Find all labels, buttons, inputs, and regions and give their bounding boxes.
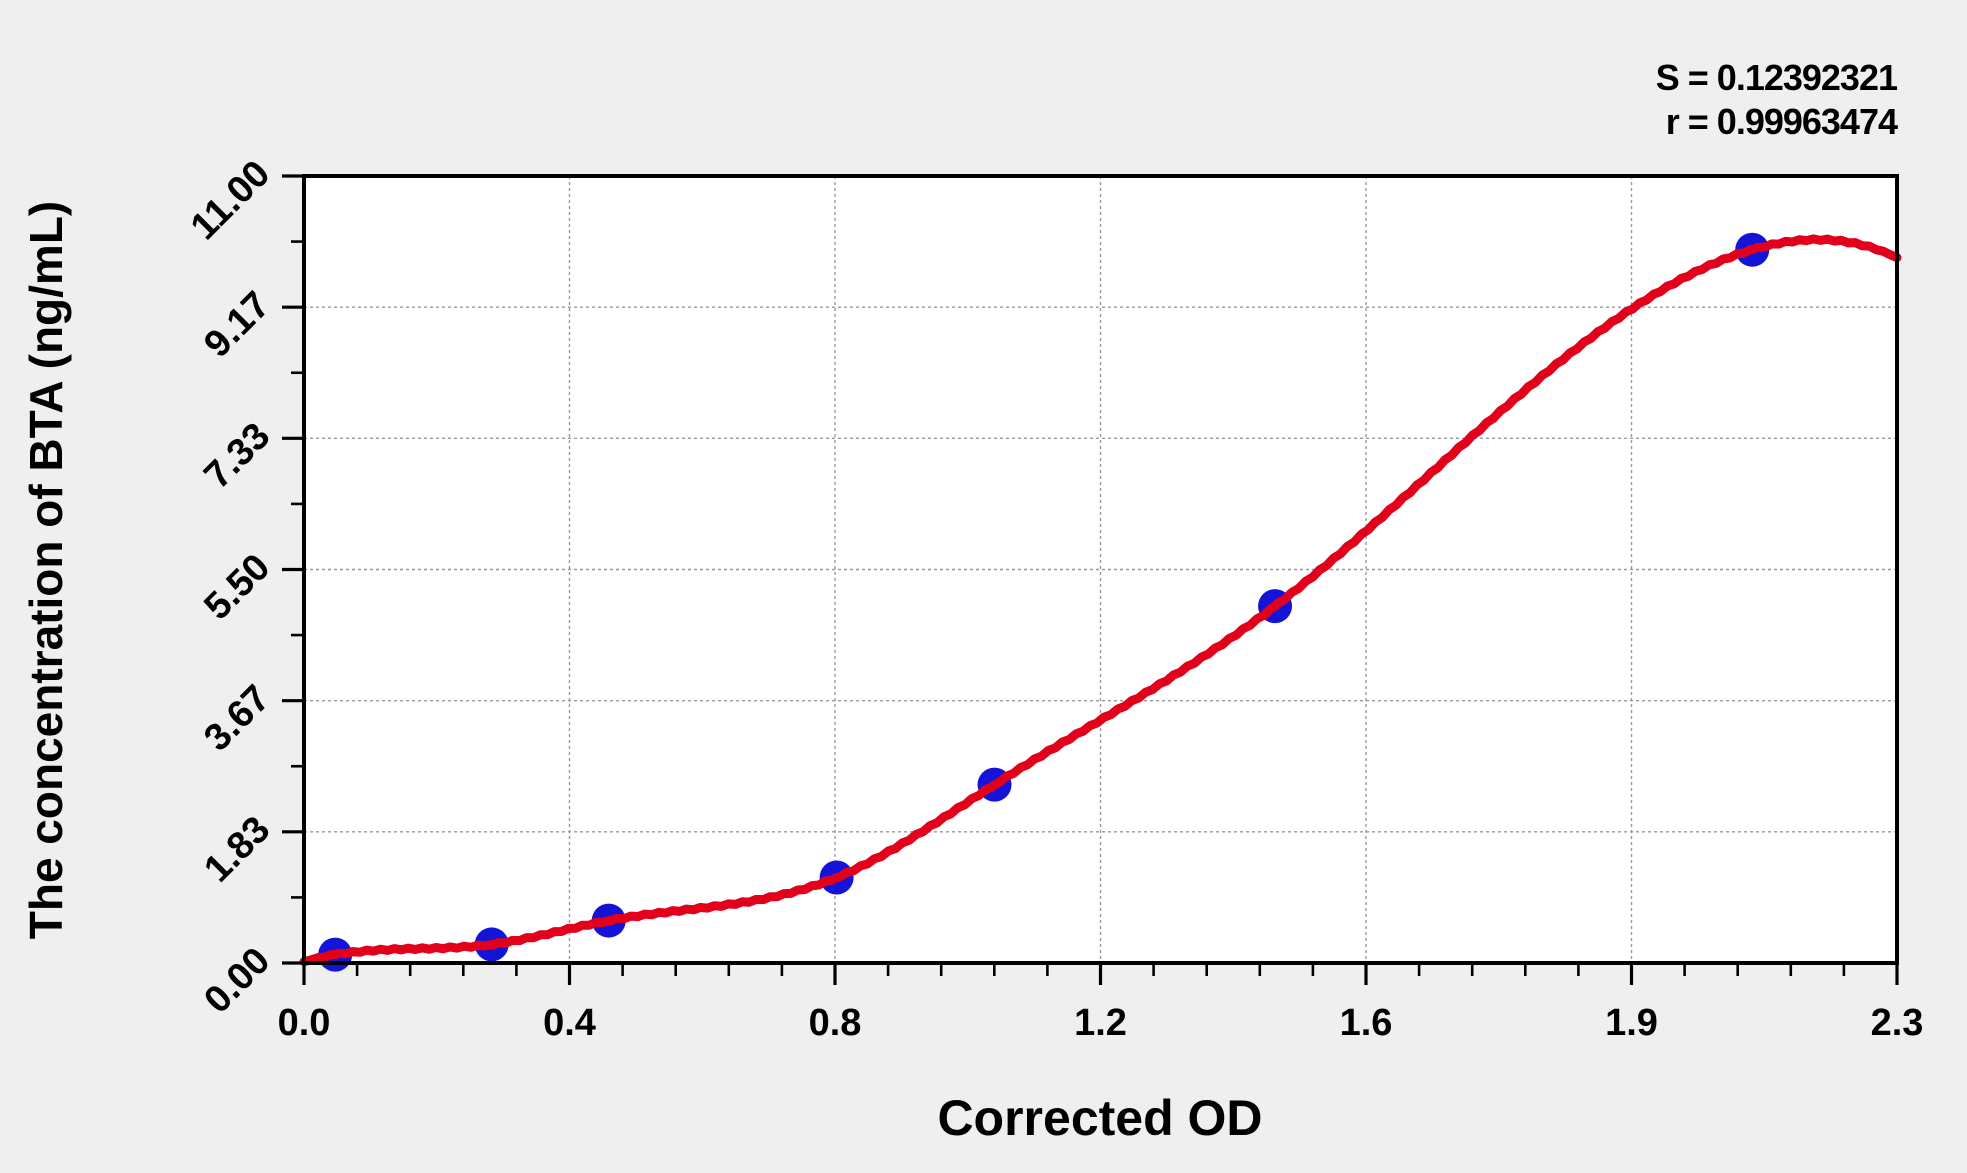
svg-text:r = 0.99963474: r = 0.99963474 — [1666, 101, 1898, 142]
svg-text:1.2: 1.2 — [1074, 1002, 1127, 1044]
svg-text:0.8: 0.8 — [809, 1002, 862, 1044]
svg-text:Corrected OD: Corrected OD — [937, 1090, 1262, 1146]
svg-text:1.6: 1.6 — [1340, 1002, 1393, 1044]
svg-text:S = 0.12392321: S = 0.12392321 — [1656, 57, 1898, 98]
svg-text:The concentration of BTA (ng/m: The concentration of BTA (ng/mL) — [20, 201, 72, 940]
svg-text:0.4: 0.4 — [543, 1002, 596, 1044]
svg-text:2.3: 2.3 — [1871, 1002, 1924, 1044]
svg-text:1.9: 1.9 — [1605, 1002, 1658, 1044]
svg-text:0.0: 0.0 — [278, 1002, 331, 1044]
